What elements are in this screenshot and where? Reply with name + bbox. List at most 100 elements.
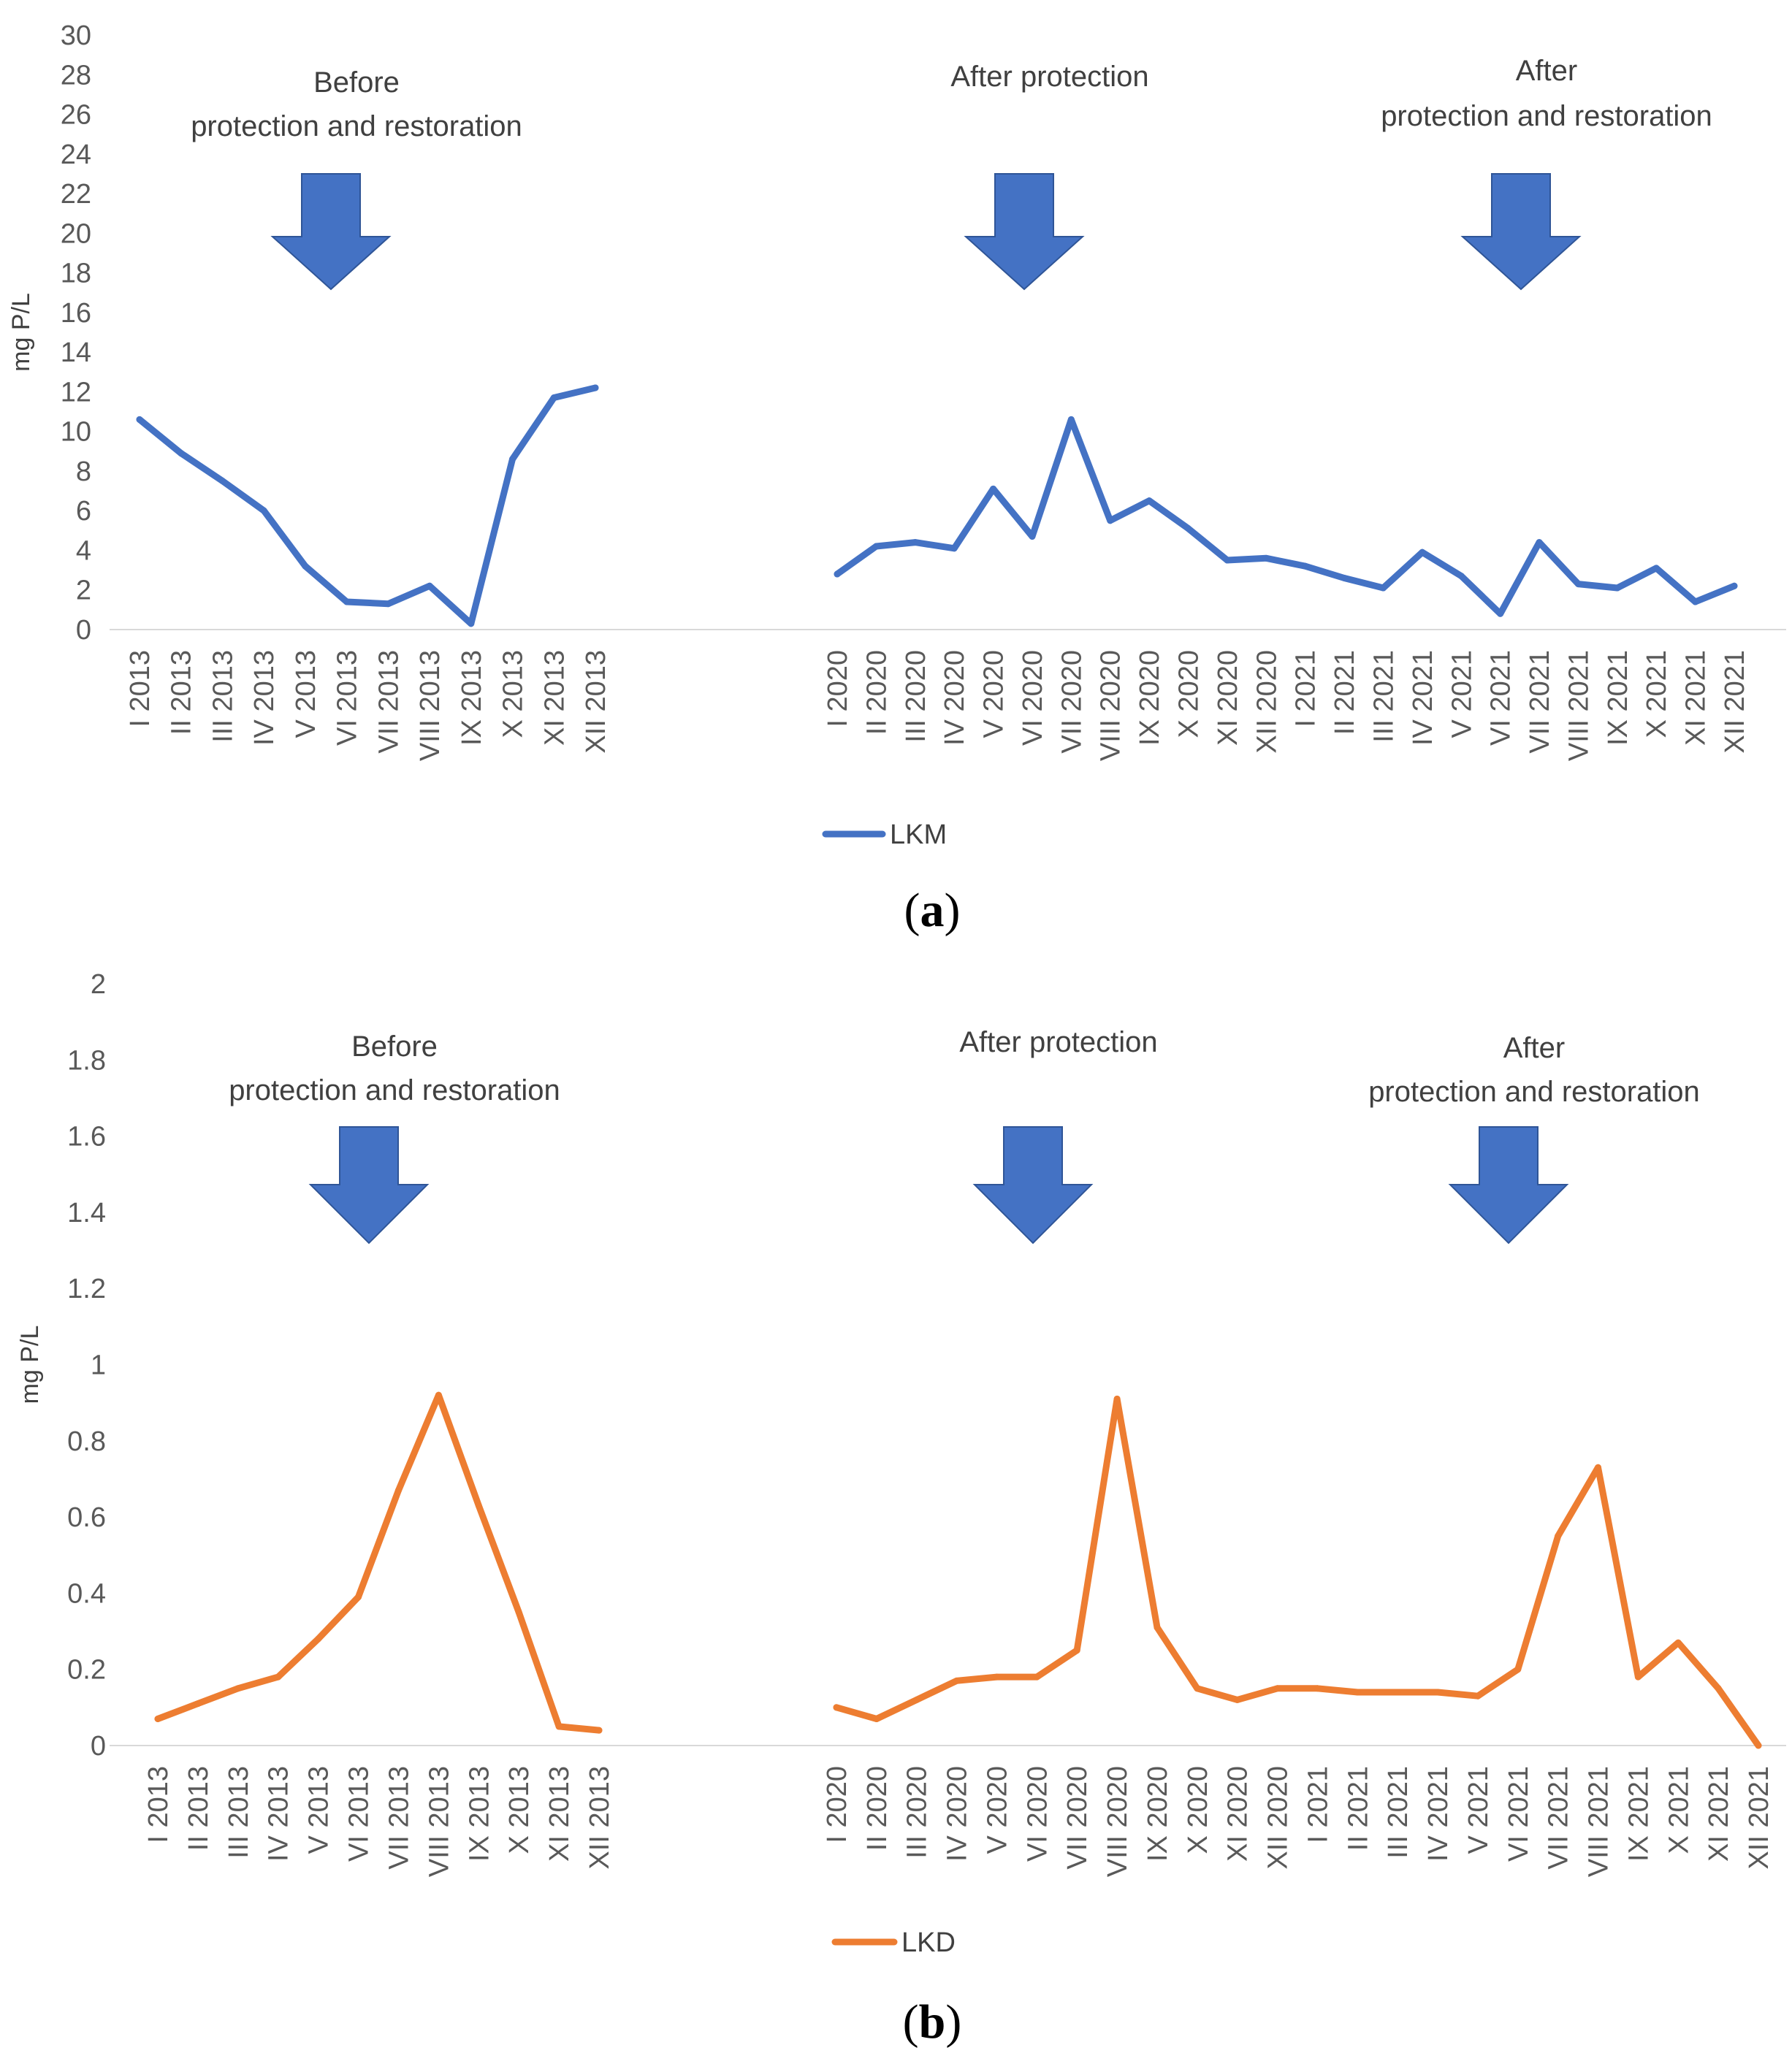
series-line-LKM [834,416,1738,617]
annotation-text: protection and restoration [1381,100,1712,132]
y-tick-label: 26 [61,100,91,131]
data-point [555,1723,563,1730]
series-line-LKD [833,1395,1762,1749]
y-tick-label: 28 [61,60,91,91]
x-tick-label: IX 2021 [1603,650,1633,746]
data-point [993,1673,1000,1681]
data-point [1514,1666,1522,1673]
x-tick-label: XI 2020 [1213,650,1243,746]
x-tick-label: X 2021 [1642,650,1672,738]
data-point [550,394,557,402]
down-arrow-icon [972,1126,1094,1245]
data-point [1755,1742,1762,1749]
x-tick-label: XI 2021 [1681,650,1712,746]
x-tick-label: III 2013 [224,1766,254,1859]
down-arrow-icon [1448,1126,1569,1245]
y-axis-label: mg P/L [16,1326,44,1404]
data-point [1434,1689,1441,1696]
x-tick-label: VIII 2020 [1096,650,1126,761]
annotation-text: protection and restoration [191,110,522,142]
data-point [1379,584,1387,592]
y-tick-label: 16 [61,298,91,329]
caption-letter: a [920,884,945,937]
data-point [1262,554,1270,562]
data-point [435,1391,442,1399]
legend-label: LKM [890,819,947,850]
x-tick-label: I 2020 [822,1766,853,1843]
data-point [194,1700,202,1708]
data-point [834,570,841,578]
series-line-LKD [154,1391,603,1734]
data-point [1185,525,1192,532]
x-tick-label: V 2020 [982,1766,1013,1854]
y-tick-label: 6 [76,496,91,527]
x-tick-label: XI 2021 [1704,1766,1734,1862]
x-tick-label: VI 2013 [344,1766,375,1862]
data-point [260,507,267,514]
x-tick-label: VI 2020 [1022,1766,1053,1862]
data-point [1731,582,1738,589]
caption-letter: b [919,1995,946,2049]
caption-close-paren: ) [945,1995,961,2049]
x-tick-label: I 2021 [1303,1766,1333,1843]
data-point [1341,574,1348,581]
data-point [1274,1685,1281,1692]
x-tick-label: VI 2013 [332,650,363,746]
data-point [1692,598,1699,605]
x-tick-label: VII 2021 [1544,1766,1574,1870]
annotation-text: After [1516,55,1577,87]
y-tick-label: 12 [61,377,91,408]
x-tick-label: II 2013 [167,650,197,735]
annotation-text: After protection [950,61,1148,93]
data-point [1154,1624,1161,1631]
y-tick-label: 1 [91,1350,106,1381]
x-tick-label: IV 2021 [1408,650,1438,746]
data-point [1113,1395,1121,1402]
y-tick-label: 0.8 [67,1426,106,1457]
x-tick-label: XI 2013 [544,1766,575,1862]
data-point [515,1608,522,1616]
legend-label: LKD [901,1927,956,1958]
x-tick-label: XII 2021 [1720,650,1750,754]
series-line-LKM [136,384,599,627]
data-point [1067,416,1075,423]
annotation-text: Before [313,66,400,99]
y-tick-label: 1.8 [67,1045,106,1076]
x-tick-label: II 2020 [862,1766,893,1851]
down-arrow-icon [964,173,1085,291]
data-point [426,582,433,589]
x-tick-label: IX 2020 [1143,1766,1173,1862]
y-tick-label: 2 [91,969,106,1000]
x-tick-label: X 2021 [1663,1766,1694,1854]
data-point [136,416,143,423]
data-point [1073,1647,1080,1654]
annotation-text: protection and restoration [229,1074,560,1106]
x-tick-label: III 2020 [902,1766,933,1859]
x-tick-label: V 2013 [291,650,321,738]
data-point [873,1715,880,1722]
y-tick-label: 0.2 [67,1655,106,1686]
x-tick-label: III 2020 [901,650,931,743]
y-tick-label: 2 [76,576,91,606]
data-point [595,1727,603,1734]
caption-open-paren: ( [903,1995,919,2049]
data-point [1194,1685,1201,1692]
y-tick-label: 0 [76,615,91,646]
x-tick-label: III 2021 [1383,1766,1414,1859]
y-tick-label: 4 [76,535,91,566]
data-point [355,1594,362,1601]
data-point [1652,565,1660,572]
x-tick-label: II 2013 [183,1766,214,1851]
data-point [1715,1685,1722,1692]
data-point [315,1635,322,1643]
data-point [1614,584,1621,592]
x-tick-label: IV 2021 [1423,1766,1454,1862]
data-point [394,1487,402,1494]
panel-caption: (b) [903,1995,962,2049]
data-point [1354,1689,1361,1696]
x-tick-label: VI 2021 [1486,650,1517,746]
data-point [1145,497,1153,505]
y-tick-label: 0.6 [67,1502,106,1533]
y-tick-label: 18 [61,259,91,289]
